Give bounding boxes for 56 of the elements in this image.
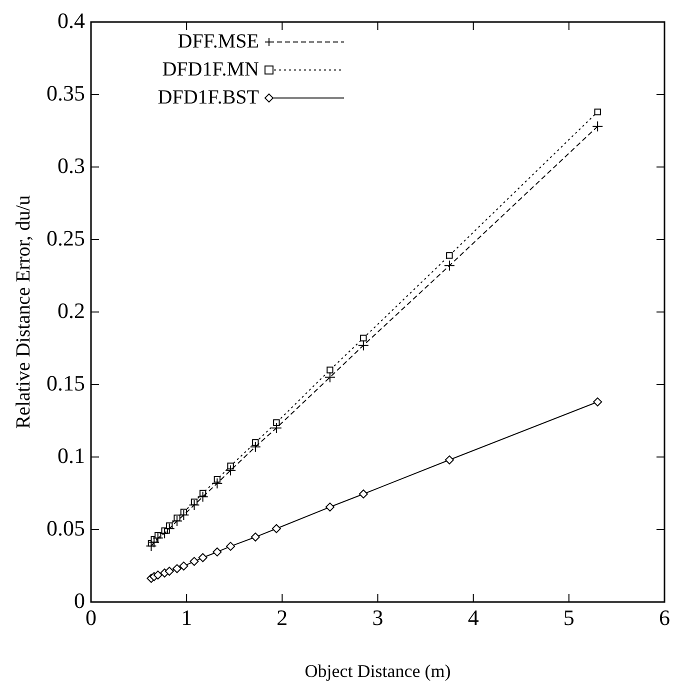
legend-label: DFF.MSE [178, 30, 259, 52]
x-tick-label: 2 [276, 604, 288, 630]
point [358, 489, 368, 498]
y-tick-label: 0.35 [46, 80, 85, 106]
y-tick-label: 0.25 [46, 225, 85, 250]
y-tick-label: 0.3 [58, 152, 85, 178]
legend-label: DFD1F.MN [162, 58, 259, 80]
point [325, 502, 334, 512]
point [164, 523, 175, 534]
point [212, 478, 223, 489]
point [190, 556, 199, 566]
point [178, 510, 190, 520]
point [226, 542, 236, 551]
y-tick-label: 0.05 [46, 515, 85, 540]
point [593, 397, 602, 406]
point [152, 532, 164, 544]
point [188, 499, 200, 510]
point [225, 464, 236, 476]
point [358, 340, 369, 351]
point [324, 372, 336, 383]
point [164, 566, 174, 576]
point [179, 562, 188, 571]
point [270, 422, 282, 434]
point [594, 108, 601, 116]
point [326, 366, 334, 374]
point [197, 491, 208, 502]
y-tick-label: 0 [74, 588, 85, 613]
point [172, 515, 183, 526]
point [212, 547, 222, 556]
point [272, 524, 281, 534]
point [250, 532, 260, 542]
y-tick-label: 0.15 [46, 370, 85, 396]
point [592, 120, 604, 132]
point [148, 536, 160, 548]
x-tick-label: 6 [659, 604, 670, 630]
point [444, 455, 454, 464]
point [444, 260, 455, 272]
x-tick-label: 1 [181, 604, 192, 630]
y-tick-label: 0.1 [58, 442, 85, 468]
x-tick-label: 3 [372, 604, 384, 630]
point [273, 419, 280, 426]
point [198, 553, 208, 562]
point [250, 441, 261, 452]
y-tick-label: 0.2 [58, 298, 85, 323]
x-tick-label: 5 [563, 604, 574, 630]
point [172, 564, 182, 574]
point [360, 334, 367, 342]
x-tick-label: 4 [468, 604, 479, 630]
point [153, 570, 162, 580]
point [159, 528, 170, 539]
y-axis-title: Relative Distance Error, du/u [12, 195, 34, 429]
point [446, 252, 453, 259]
x-axis-title: Object Distance (m) [304, 660, 451, 681]
y-tick-label: 0.4 [58, 8, 85, 33]
point [146, 540, 157, 552]
legend-label: DFD1F.BST [158, 86, 259, 108]
